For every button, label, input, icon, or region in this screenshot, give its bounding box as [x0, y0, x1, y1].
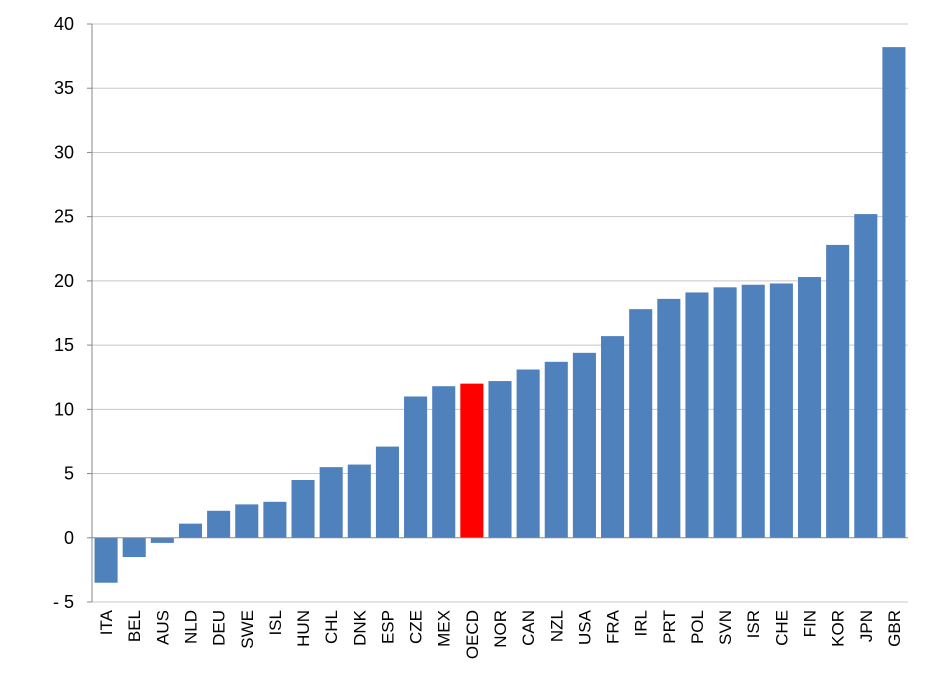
bars [94, 47, 906, 583]
x-tick-label-svn: SVN [716, 610, 735, 645]
x-tick-label-nzl: NZL [547, 610, 566, 642]
y-tick-label: 25 [54, 207, 74, 227]
x-tick-label-che: CHE [772, 610, 791, 646]
bar-pol [685, 292, 709, 538]
bar-prt [657, 298, 681, 538]
bar-che [769, 283, 793, 538]
y-tick-label: - 5 [53, 592, 74, 612]
x-tick-label-kor: KOR [829, 610, 848, 647]
bar-gbr [882, 47, 906, 538]
x-axis-tick-labels: ITA BEL AUS NLD DEU SWE ISL HUN CHL DNK ESP CZE MEX O… [97, 609, 904, 659]
bar-jpn [854, 214, 878, 538]
bar-nzl [544, 361, 568, 538]
bar-aus [150, 537, 174, 543]
x-tick-label-irl: IRL [632, 610, 651, 636]
bar-oecd [460, 383, 484, 538]
x-tick-label-isl: ISL [266, 610, 285, 636]
bar-fin [797, 277, 822, 538]
y-tick-label: 35 [54, 78, 74, 98]
x-tick-label-isr: ISR [744, 610, 763, 638]
y-tick-label: 0 [64, 528, 74, 548]
x-tick-label-cze: CZE [407, 610, 426, 644]
x-tick-label-oecd: OECD [463, 610, 482, 659]
bar-svn [713, 287, 737, 538]
bar-isl [263, 501, 287, 538]
x-tick-label-esp: ESP [378, 610, 397, 644]
bar-esp [375, 446, 399, 538]
bar-isr [741, 284, 765, 538]
bar-can [516, 369, 540, 538]
x-tick-label-chl: CHL [322, 610, 341, 644]
bar-chl [319, 467, 343, 538]
y-tick-label: 5 [64, 464, 74, 484]
bar-cze [404, 396, 428, 538]
x-tick-label-fra: FRA [604, 609, 623, 644]
y-tick-label: 20 [54, 271, 74, 291]
bar-nor [488, 381, 512, 538]
bar-hun [291, 479, 315, 538]
x-tick-label-jpn: JPN [857, 610, 876, 642]
bar-swe [235, 504, 259, 538]
x-tick-label-deu: DEU [210, 610, 229, 646]
y-tick-label: 10 [54, 399, 74, 419]
x-tick-label-ita: ITA [97, 609, 116, 635]
bar-ita [94, 537, 118, 583]
x-tick-label-fin: FIN [801, 610, 820, 637]
x-tick-label-prt: PRT [660, 610, 679, 644]
gridlines [92, 23, 908, 603]
y-axis-tick-labels: 40 35 30 25 20 15 10 5 0 - 5 [53, 14, 74, 612]
x-tick-label-nld: NLD [181, 610, 200, 644]
x-tick-label-swe: SWE [238, 610, 257, 649]
x-tick-label-usa: USA [575, 609, 594, 645]
x-tick-label-aus: AUS [153, 610, 172, 645]
x-tick-label-gbr: GBR [885, 610, 904, 647]
bar-bel [122, 537, 146, 558]
y-tick-label: 30 [54, 142, 74, 162]
x-tick-label-can: CAN [519, 610, 538, 646]
bar-irl [629, 309, 653, 538]
bar-mex [432, 386, 456, 538]
x-tick-label-dnk: DNK [350, 609, 369, 646]
bar-usa [572, 352, 596, 538]
bar-deu [207, 510, 231, 538]
bar-fra [601, 336, 625, 538]
x-tick-label-mex: MEX [435, 610, 454, 647]
x-tick-label-bel: BEL [125, 610, 144, 642]
bar-dnk [347, 464, 371, 538]
bar-nld [178, 523, 203, 538]
x-tick-label-pol: POL [688, 610, 707, 644]
axes [87, 23, 908, 603]
bar-kor [826, 244, 850, 538]
x-tick-label-nor: NOR [491, 610, 510, 648]
y-tick-label: 40 [54, 14, 74, 34]
y-tick-label: 15 [54, 335, 74, 355]
x-tick-label-hun: HUN [294, 610, 313, 647]
